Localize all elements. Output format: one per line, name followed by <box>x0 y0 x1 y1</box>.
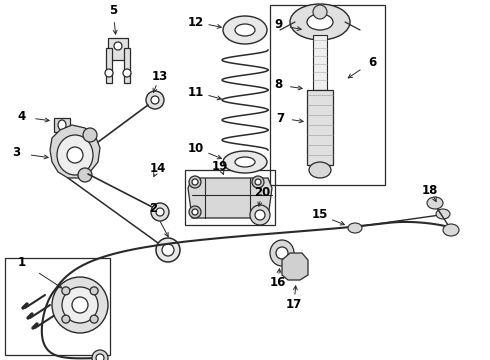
Ellipse shape <box>105 69 113 77</box>
Ellipse shape <box>62 315 70 323</box>
Ellipse shape <box>255 179 261 185</box>
Ellipse shape <box>62 287 98 323</box>
Ellipse shape <box>162 244 174 256</box>
Text: 2: 2 <box>149 202 157 215</box>
Polygon shape <box>106 48 112 83</box>
Bar <box>313 35 327 90</box>
Ellipse shape <box>290 4 350 40</box>
Ellipse shape <box>96 354 104 360</box>
Polygon shape <box>282 253 308 280</box>
Polygon shape <box>124 48 130 83</box>
Ellipse shape <box>223 16 267 44</box>
Polygon shape <box>188 178 272 218</box>
Bar <box>307 90 333 165</box>
Text: 19: 19 <box>212 159 228 172</box>
Ellipse shape <box>146 91 164 109</box>
Bar <box>54 118 70 132</box>
Polygon shape <box>108 38 128 60</box>
Ellipse shape <box>436 209 450 219</box>
Text: 7: 7 <box>276 112 284 125</box>
Ellipse shape <box>156 208 164 216</box>
Bar <box>270 5 385 185</box>
Ellipse shape <box>270 240 294 266</box>
Text: 4: 4 <box>18 111 26 123</box>
Text: 20: 20 <box>254 186 270 199</box>
Ellipse shape <box>235 24 255 36</box>
Ellipse shape <box>156 238 180 262</box>
Text: 18: 18 <box>422 184 438 197</box>
Text: 1: 1 <box>18 256 26 269</box>
Ellipse shape <box>276 247 288 259</box>
Text: 14: 14 <box>150 162 166 175</box>
Ellipse shape <box>252 206 264 218</box>
Ellipse shape <box>189 176 201 188</box>
Polygon shape <box>50 125 100 178</box>
Text: 12: 12 <box>188 15 204 28</box>
Ellipse shape <box>307 14 333 30</box>
Ellipse shape <box>250 205 270 225</box>
Ellipse shape <box>255 210 265 220</box>
Ellipse shape <box>151 96 159 104</box>
Ellipse shape <box>223 151 267 173</box>
Ellipse shape <box>62 287 70 295</box>
Text: 13: 13 <box>152 69 168 82</box>
Ellipse shape <box>309 162 331 178</box>
Ellipse shape <box>151 203 169 221</box>
Ellipse shape <box>78 168 92 182</box>
Ellipse shape <box>83 128 97 142</box>
Ellipse shape <box>90 315 98 323</box>
Text: 10: 10 <box>188 141 204 154</box>
Ellipse shape <box>58 120 66 130</box>
Ellipse shape <box>348 223 362 233</box>
Ellipse shape <box>123 69 131 77</box>
Ellipse shape <box>427 197 443 209</box>
Bar <box>185 170 275 225</box>
Text: 8: 8 <box>274 78 282 91</box>
Ellipse shape <box>235 157 255 167</box>
Ellipse shape <box>67 147 83 163</box>
Text: 15: 15 <box>312 208 328 221</box>
Text: 9: 9 <box>274 18 282 31</box>
Ellipse shape <box>255 209 261 215</box>
Text: 16: 16 <box>270 275 286 288</box>
Ellipse shape <box>313 5 327 19</box>
Ellipse shape <box>252 176 264 188</box>
Text: 3: 3 <box>12 147 20 159</box>
Text: 17: 17 <box>286 298 302 311</box>
Ellipse shape <box>443 224 459 236</box>
Ellipse shape <box>72 297 88 313</box>
Text: 6: 6 <box>368 55 376 68</box>
Ellipse shape <box>192 179 198 185</box>
Ellipse shape <box>57 135 93 175</box>
Ellipse shape <box>92 350 108 360</box>
Bar <box>5 258 110 355</box>
Ellipse shape <box>192 209 198 215</box>
Ellipse shape <box>90 287 98 295</box>
Ellipse shape <box>52 277 108 333</box>
Ellipse shape <box>114 42 122 50</box>
Ellipse shape <box>189 206 201 218</box>
Text: 5: 5 <box>109 4 117 17</box>
Text: 11: 11 <box>188 85 204 99</box>
